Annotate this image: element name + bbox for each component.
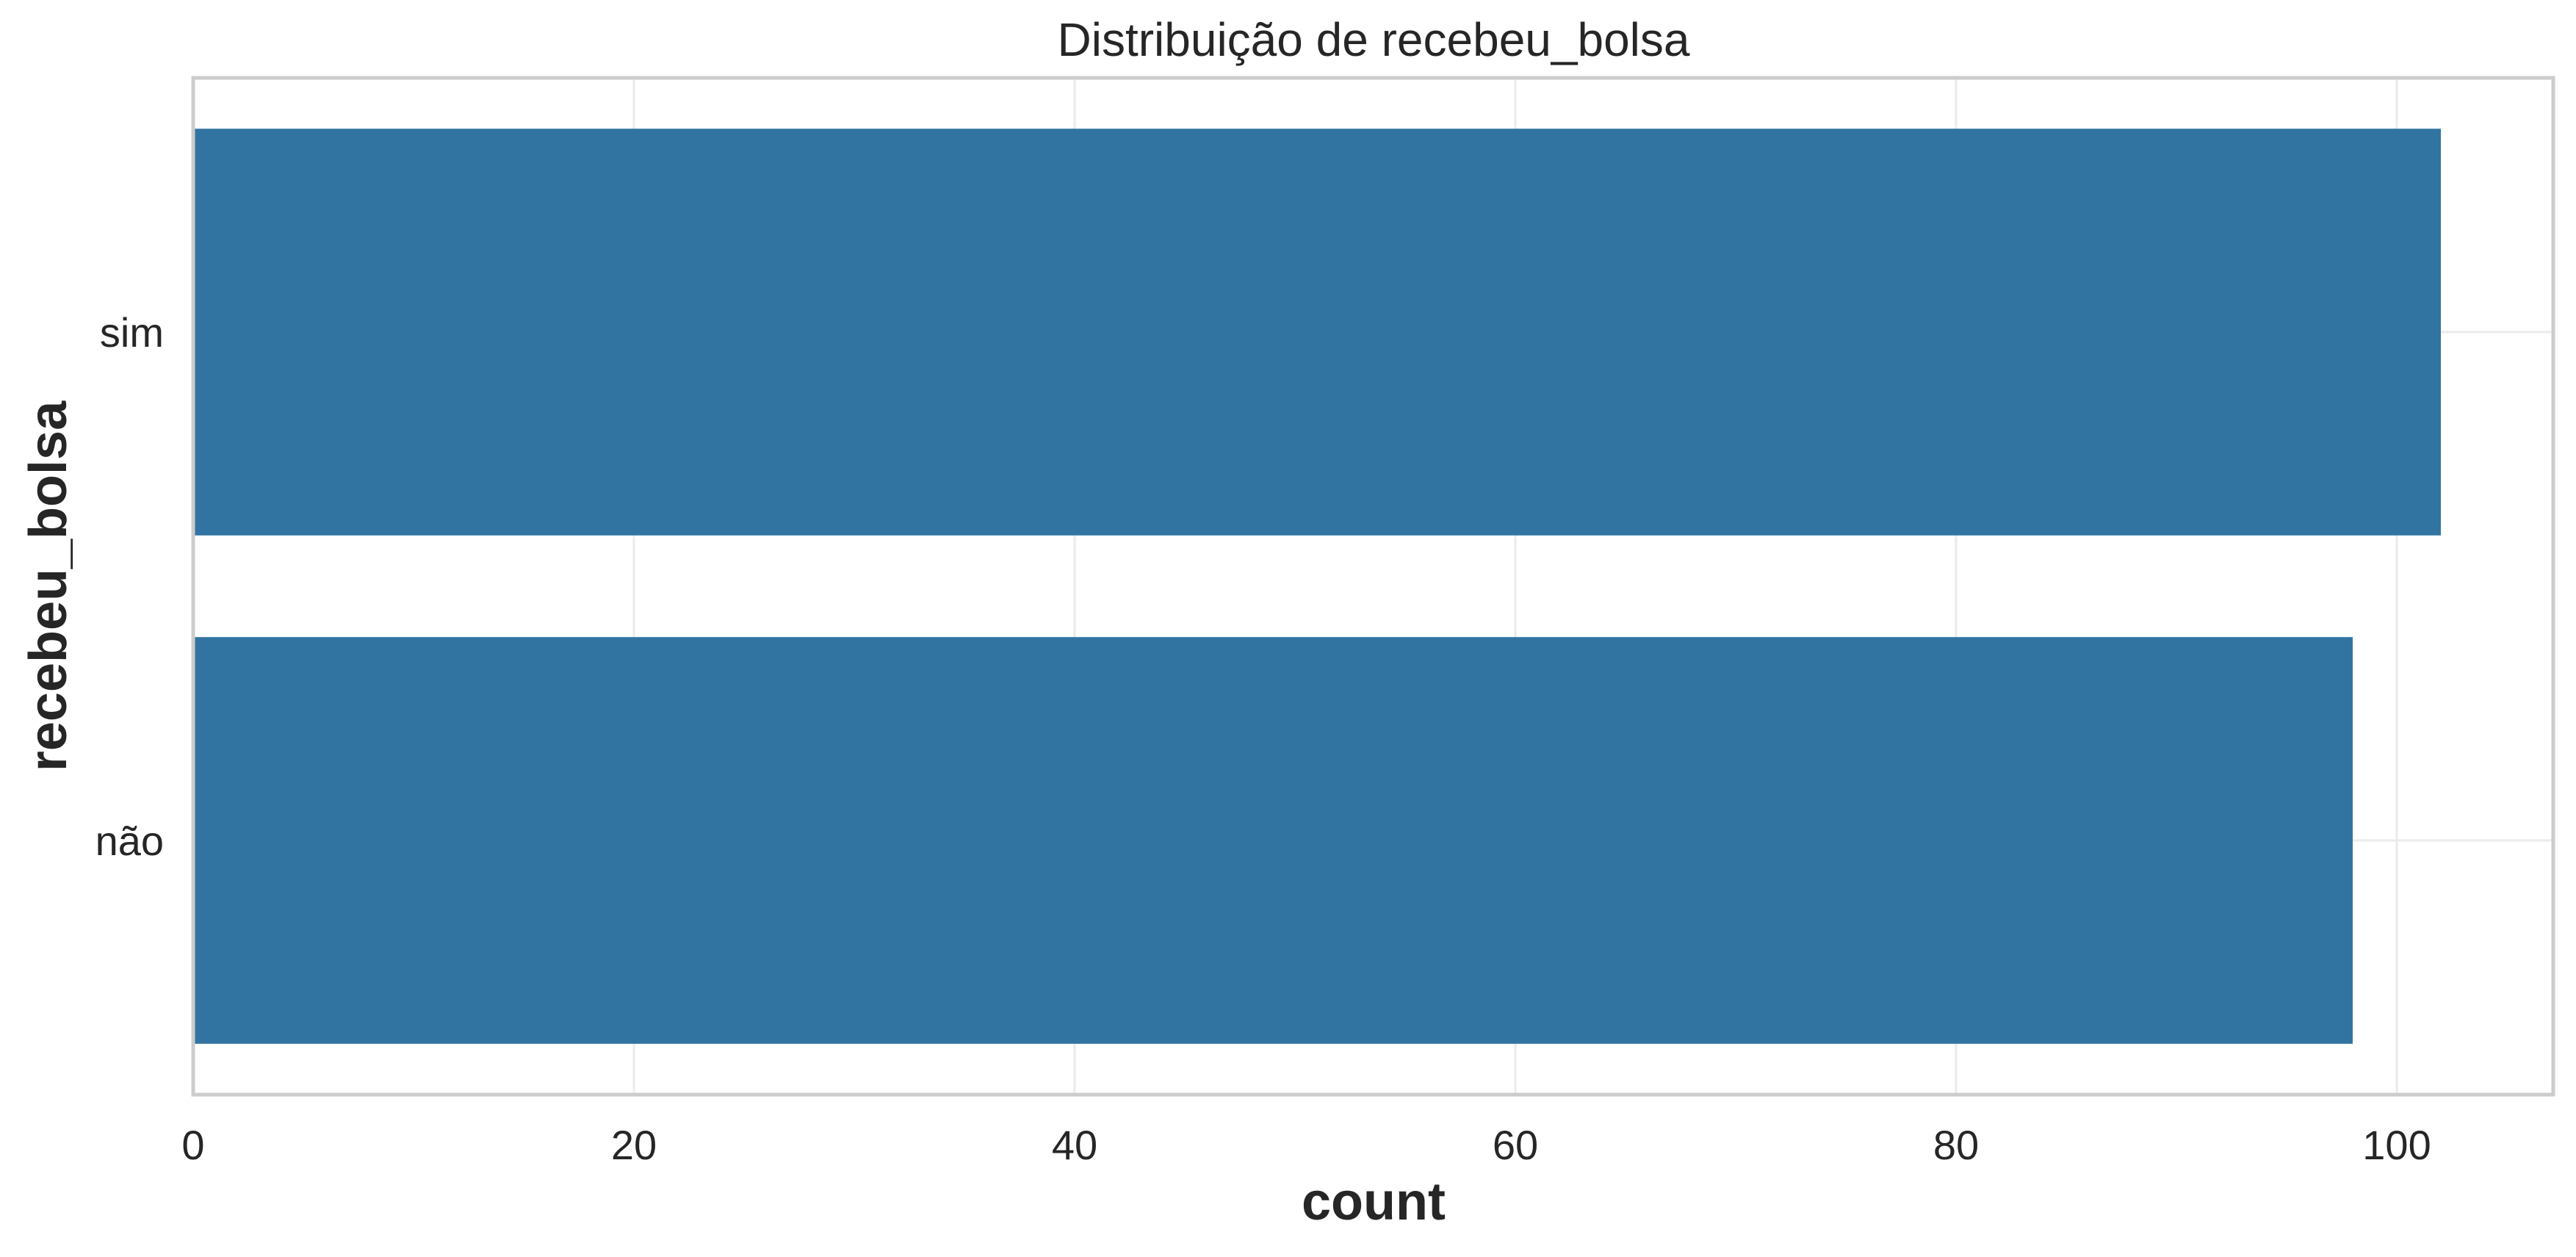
x-tick-label: 20 — [611, 1122, 657, 1168]
x-tick-label: 80 — [1933, 1122, 1979, 1168]
x-tick-label: 0 — [181, 1122, 204, 1168]
y-tick-labels: sim não — [95, 309, 164, 864]
chart-title: Distribuição de recebeu_bolsa — [1058, 13, 1690, 66]
bars — [193, 129, 2441, 1044]
x-tick-label: 60 — [1493, 1122, 1538, 1168]
y-axis-label: recebeu_bolsa — [19, 400, 78, 771]
y-tick-label: não — [95, 818, 164, 864]
x-tick-label: 100 — [2362, 1122, 2431, 1168]
x-tick-label: 40 — [1052, 1122, 1097, 1168]
bar-não — [193, 637, 2353, 1044]
x-axis-label: count — [1302, 1173, 1446, 1231]
bar-sim — [193, 129, 2441, 536]
y-tick-label: sim — [100, 309, 164, 356]
plot-frame — [191, 76, 2555, 1097]
x-tick-labels: 0 20 40 60 80 100 — [181, 1122, 2431, 1168]
